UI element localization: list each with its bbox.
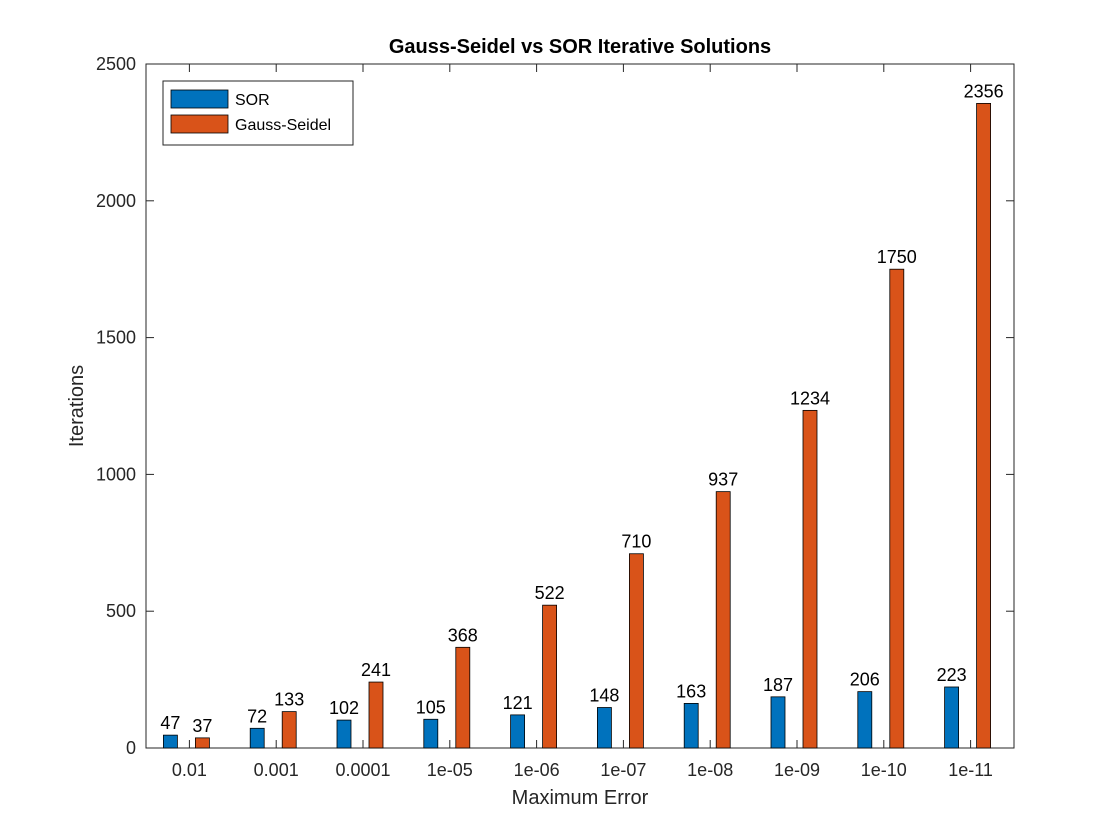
legend-swatch-gauss-seidel [170, 114, 229, 134]
data-label-sor: 72 [247, 706, 267, 726]
data-label-gauss-seidel: 1234 [790, 388, 830, 408]
y-tick-label: 500 [106, 601, 136, 621]
data-label-sor: 206 [850, 670, 880, 690]
x-tick-label: 1e-07 [600, 760, 646, 780]
data-label-sor: 187 [763, 675, 793, 695]
data-label-gauss-seidel: 368 [448, 625, 478, 645]
y-tick-label: 2000 [96, 191, 136, 211]
bar-gauss-seidel [976, 102, 991, 749]
bar-gauss-seidel [889, 268, 905, 749]
bar-sor [857, 691, 873, 749]
bar-gauss-seidel [455, 646, 471, 749]
data-label-gauss-seidel: 710 [621, 532, 651, 552]
data-label-gauss-seidel: 1750 [877, 247, 917, 267]
x-tick-label: 1e-08 [687, 760, 733, 780]
bar-sor [423, 718, 439, 749]
data-label-sor: 102 [329, 698, 359, 718]
y-tick-label: 1500 [96, 328, 136, 348]
data-label-sor: 223 [937, 665, 967, 685]
x-tick-label: 1e-10 [861, 760, 907, 780]
bar-sor [162, 734, 178, 749]
y-axis-label: Iterations [66, 365, 88, 447]
bar-sor [336, 719, 352, 749]
chart-title: Gauss-Seidel vs SOR Iterative Solutions [389, 36, 771, 58]
x-axis-label: Maximum Error [512, 787, 649, 809]
x-tick-label: 1e-11 [948, 760, 993, 780]
bar-sor [770, 696, 786, 749]
y-tick-label: 2500 [96, 54, 136, 74]
axes-box [145, 63, 1015, 749]
bar-gauss-seidel [802, 409, 818, 749]
bar-sor [510, 714, 526, 749]
x-tick-label: 1e-06 [514, 760, 560, 780]
data-label-sor: 121 [503, 693, 533, 713]
legend-swatch-sor [170, 89, 229, 109]
legend-label-sor: SOR [235, 92, 270, 109]
x-tick-label: 1e-09 [774, 760, 820, 780]
x-tick-label: 0.001 [254, 760, 299, 780]
data-label-sor: 105 [416, 697, 446, 717]
bar-sor [944, 686, 959, 749]
plot-area: 0 500 1000 1500 2000 2500 0.01 47 37 0.001 72 133 0.… [96, 54, 1015, 780]
data-label-sor: 163 [676, 681, 706, 701]
bar-sor [597, 707, 612, 749]
data-label-gauss-seidel: 133 [274, 690, 304, 710]
x-tick-label: 1e-05 [427, 760, 473, 780]
legend-label-gauss-seidel: Gauss-Seidel [235, 117, 331, 134]
bar-sor [249, 727, 265, 749]
data-label-gauss-seidel: 37 [192, 716, 212, 736]
y-tick-label: 0 [126, 738, 136, 758]
data-label-gauss-seidel: 937 [708, 470, 738, 490]
bar-gauss-seidel [368, 681, 384, 749]
legend-box [162, 80, 354, 146]
y-tick-label: 1000 [96, 464, 136, 484]
data-label-gauss-seidel: 522 [535, 583, 565, 603]
data-label-gauss-seidel: 241 [361, 660, 391, 680]
legend: SOR Gauss-Seidel [162, 80, 354, 146]
bar-sor [683, 703, 699, 749]
data-label-sor: 148 [589, 686, 619, 706]
bar-gauss-seidel [194, 737, 210, 749]
bar-gauss-seidel [281, 711, 297, 749]
x-tick-label: 0.0001 [335, 760, 390, 780]
x-tick-label: 0.01 [172, 760, 207, 780]
data-label-sor: 47 [160, 713, 180, 733]
data-label-gauss-seidel: 2356 [964, 81, 1004, 101]
bar-gauss-seidel [542, 604, 557, 749]
bar-gauss-seidel [715, 491, 731, 749]
bar-gauss-seidel [629, 553, 644, 749]
